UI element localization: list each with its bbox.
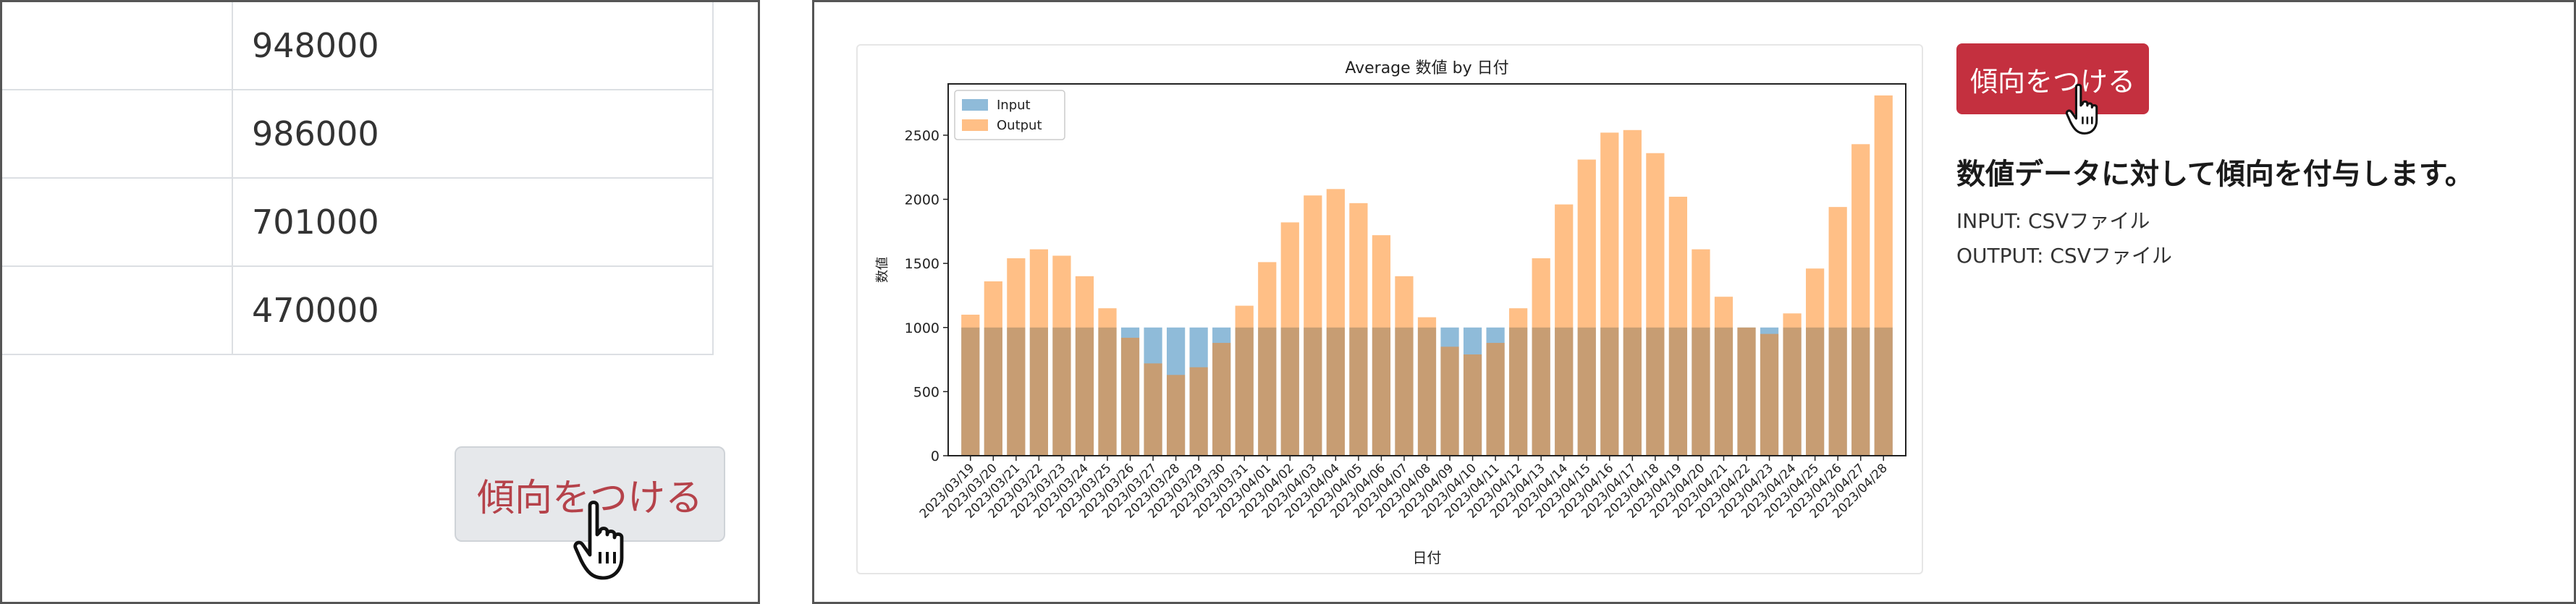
chart-bar-output [1760,333,1779,456]
chart-bar-output [1280,222,1299,456]
chart-bar-output [1692,249,1710,456]
chart-bar-output [1052,255,1071,456]
chart-bar-output [1783,313,1802,456]
hand-pointer-cursor-icon [2065,83,2098,135]
left-panel: 948000 986000 701000 470000 傾向をつける [0,0,760,604]
table-row: 701000 [2,178,714,267]
table-cell-value: 701000 [232,178,714,267]
chart-bar-output [1874,95,1893,456]
y-tick-label: 1000 [905,320,939,336]
chart-bar-output [1737,327,1756,456]
chart-bar-output [1532,258,1550,456]
table-cell-empty [2,90,233,179]
legend-label-output: Output [997,118,1042,133]
x-axis-label: 日付 [1413,549,1442,566]
legend-swatch-output [962,119,988,131]
chart-bar-output [1120,337,1140,456]
chart-bar-output [1235,305,1254,456]
chart-bar-output [1326,189,1345,456]
y-axis-label: 数値 [875,257,890,283]
chart-bar-output [1075,276,1094,456]
chart-bar-output [1440,346,1459,456]
chart-card: Average 数値 by 日付 0 500 1000 1500 2000 2500 2023… [856,44,1923,574]
chart-bar-output [1029,249,1048,456]
table-cell-value: 470000 [232,266,714,355]
y-tick-label: 2000 [905,192,939,208]
chart-bar-output [1417,317,1437,456]
chart-bar-output [1166,375,1186,456]
chart-bar-output [1463,354,1482,456]
chart-title: Average 数値 by 日付 [1345,59,1508,77]
y-tick-label: 2500 [905,128,939,144]
chart-bar-output [1304,195,1322,456]
legend-swatch-input [962,99,988,111]
chart-bar-output [1806,268,1825,456]
y-tick-label: 0 [931,448,939,464]
add-trend-button[interactable]: 傾向をつける [1956,43,2149,114]
table-cell-empty [2,266,233,355]
y-tick-label: 1500 [905,256,939,272]
chart-bar-output [1372,235,1391,456]
chart-bar-output [1714,297,1733,456]
chart-bar-output [1189,367,1208,456]
right-panel: Average 数値 by 日付 0 500 1000 1500 2000 2500 2023… [812,0,2576,604]
table-cell-empty [2,178,233,267]
bar-chart: Average 数値 by 日付050010001500200025002023… [875,59,1906,566]
table-cell-empty [2,2,233,90]
table-row: 948000 [2,2,714,90]
hand-pointer-cursor-icon [573,501,624,580]
table-cell-value: 986000 [232,90,714,179]
chart-bar-output [1668,196,1688,456]
chart-bar-output [1577,159,1596,456]
input-format-text: INPUT: CSVファイル [1956,209,2150,233]
chart-bar-output [1600,132,1619,456]
legend-label-input: Input [997,98,1031,113]
chart-bar-output [1395,276,1414,456]
output-format-text: OUTPUT: CSVファイル [1956,244,2172,268]
chart-bar-output [1258,262,1277,456]
y-tick-label: 500 [913,384,939,400]
chart-bar-output [1623,129,1642,456]
table-row: 470000 [2,266,714,355]
chart-bar-output [1007,258,1026,456]
chart-bar-output [1509,308,1528,456]
chart-bar-output [961,315,980,456]
chart-bar-output [1646,153,1665,456]
table-cell-value: 948000 [232,2,714,90]
chart-bar-output [1828,207,1847,456]
table-row: 986000 [2,90,714,179]
description-title: 数値データに対して傾向を付与します。 [1956,158,2474,191]
chart-bar-output [1144,363,1162,456]
chart-bar-output [1555,204,1574,456]
chart-bar-output [1212,343,1231,456]
chart-bar-output [1098,308,1117,456]
chart-bar-output [1851,144,1870,456]
chart-bar-output [984,281,1002,456]
chart-bar-output [1486,343,1505,456]
data-table: 948000 986000 701000 470000 [2,2,714,355]
chart-bar-output [1349,203,1368,456]
